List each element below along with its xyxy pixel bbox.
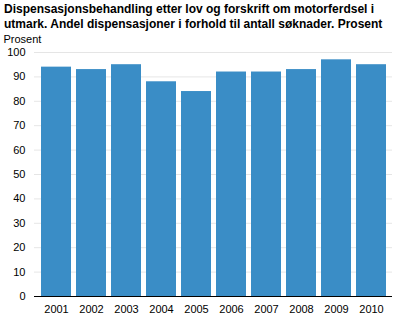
svg-text:2009: 2009 [324,303,348,315]
svg-text:90: 90 [13,70,25,82]
svg-text:2008: 2008 [289,303,313,315]
svg-text:2010: 2010 [359,303,383,315]
svg-text:2005: 2005 [184,303,208,315]
svg-text:30: 30 [13,217,25,229]
svg-text:80: 80 [13,95,25,107]
svg-text:10: 10 [13,266,25,278]
svg-text:50: 50 [13,168,25,180]
svg-text:60: 60 [13,144,25,156]
svg-text:2004: 2004 [149,303,173,315]
svg-text:2006: 2006 [219,303,243,315]
svg-text:Prosent: Prosent [4,33,42,45]
svg-text:20: 20 [13,241,25,253]
svg-text:40: 40 [13,192,25,204]
svg-text:2003: 2003 [114,303,138,315]
svg-text:70: 70 [13,119,25,131]
svg-text:0: 0 [19,290,25,302]
svg-text:100: 100 [7,46,25,58]
svg-text:2001: 2001 [44,303,68,315]
html-text:Dispensasjonsbehandling etter: Dispensasjonsbehandling etter lov og for… [4,2,383,31]
svg-text:2007: 2007 [254,303,278,315]
svg-text:2002: 2002 [79,303,103,315]
